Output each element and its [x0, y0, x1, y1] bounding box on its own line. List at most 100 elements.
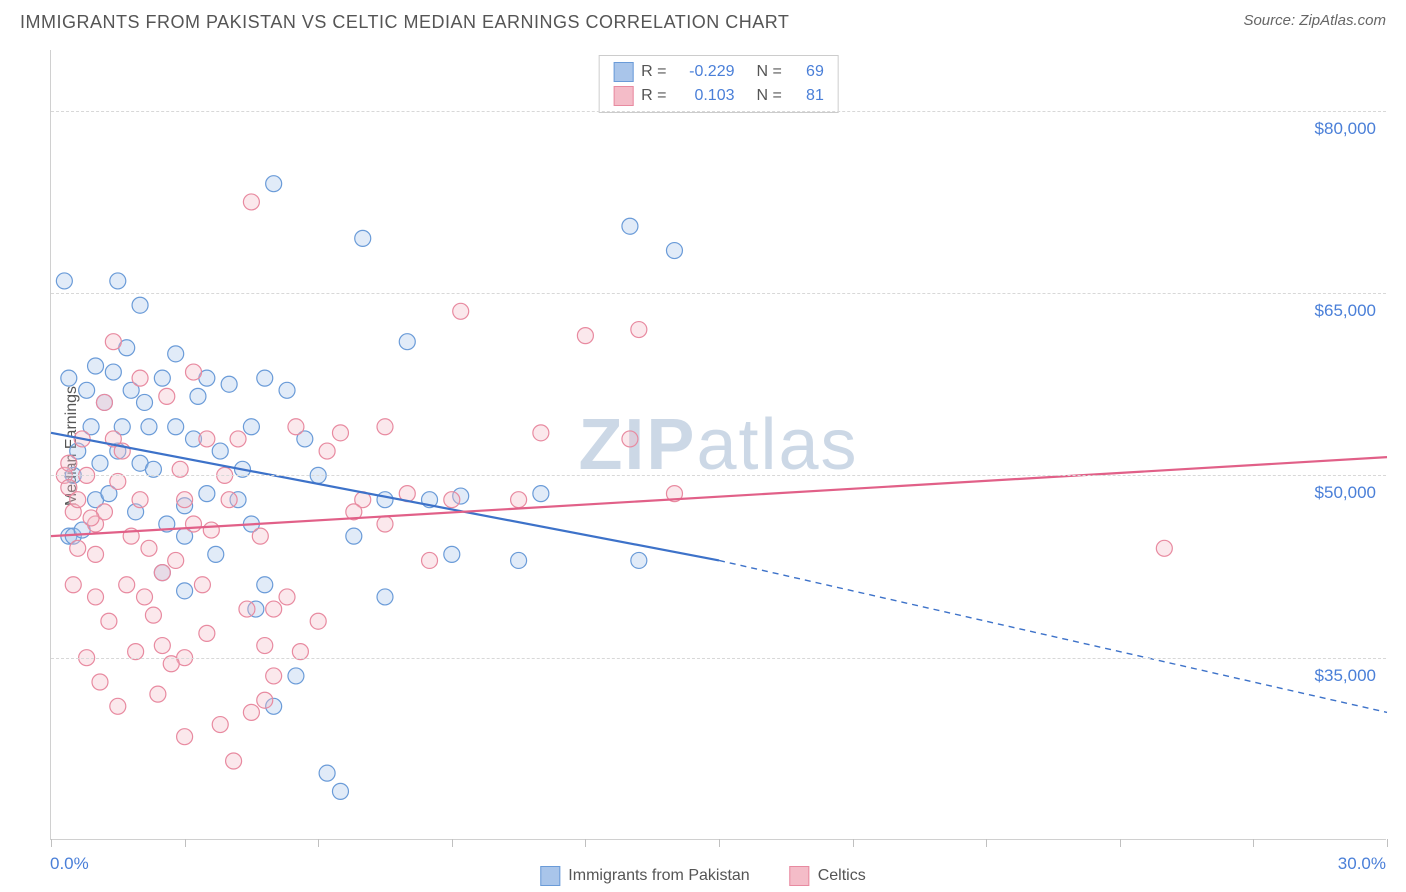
scatter-point [186, 364, 202, 380]
scatter-point [145, 607, 161, 623]
x-tick [719, 839, 720, 847]
scatter-point [92, 455, 108, 471]
gridline-h [51, 293, 1386, 294]
scatter-point [92, 674, 108, 690]
legend-r-label: R = [641, 63, 666, 81]
scatter-point [190, 388, 206, 404]
x-tick [1253, 839, 1254, 847]
scatter-point [377, 419, 393, 435]
scatter-point [61, 370, 77, 386]
legend-series-label: Celtics [818, 867, 866, 885]
scatter-point [230, 431, 246, 447]
legend-series-item: Immigrants from Pakistan [540, 866, 749, 886]
scatter-point [444, 546, 460, 562]
x-tick [452, 839, 453, 847]
legend-swatch [613, 86, 633, 106]
gridline-h [51, 475, 1386, 476]
scatter-point [1156, 540, 1172, 556]
scatter-point [96, 394, 112, 410]
legend-series-label: Immigrants from Pakistan [568, 867, 749, 885]
x-tick [585, 839, 586, 847]
legend-n-label: N = [757, 87, 782, 105]
scatter-point [70, 540, 86, 556]
scatter-point [132, 297, 148, 313]
scatter-point [533, 486, 549, 502]
scatter-point [56, 273, 72, 289]
scatter-point [355, 230, 371, 246]
legend-r-value: -0.229 [675, 63, 735, 81]
scatter-point [150, 686, 166, 702]
chart-source: Source: ZipAtlas.com [1243, 12, 1386, 29]
y-tick-label: $80,000 [1315, 119, 1376, 139]
scatter-point [137, 589, 153, 605]
scatter-point [444, 492, 460, 508]
x-tick [1120, 839, 1121, 847]
chart-title: IMMIGRANTS FROM PAKISTAN VS CELTIC MEDIA… [20, 12, 789, 33]
scatter-point [132, 370, 148, 386]
legend-n-value: 69 [790, 63, 824, 81]
scatter-point [177, 583, 193, 599]
scatter-point [88, 546, 104, 562]
scatter-point [177, 729, 193, 745]
scatter-point [243, 419, 259, 435]
scatter-point [243, 704, 259, 720]
y-tick-label: $35,000 [1315, 666, 1376, 686]
scatter-point [243, 194, 259, 210]
scatter-point [266, 176, 282, 192]
scatter-point [105, 334, 121, 350]
scatter-point [221, 492, 237, 508]
legend-row: R = -0.229 N = 69 [613, 60, 824, 84]
scatter-point [631, 552, 647, 568]
scatter-point [257, 577, 273, 593]
legend-n-label: N = [757, 63, 782, 81]
scatter-point [194, 577, 210, 593]
scatter-point [533, 425, 549, 441]
scatter-point [101, 613, 117, 629]
scatter-point [61, 455, 77, 471]
scatter-point [154, 370, 170, 386]
scatter-point [257, 692, 273, 708]
scatter-point [208, 546, 224, 562]
scatter-point [177, 492, 193, 508]
x-tick [1387, 839, 1388, 847]
scatter-point [83, 510, 99, 526]
trend-line-dashed [719, 560, 1387, 712]
scatter-point [168, 346, 184, 362]
scatter-point [319, 443, 335, 459]
scatter-point [332, 783, 348, 799]
scatter-point [332, 425, 348, 441]
x-tick [986, 839, 987, 847]
scatter-point [79, 382, 95, 398]
scatter-point [105, 364, 121, 380]
scatter-point [266, 668, 282, 684]
scatter-point [199, 625, 215, 641]
chart-header: IMMIGRANTS FROM PAKISTAN VS CELTIC MEDIA… [0, 0, 1406, 41]
y-tick-label: $65,000 [1315, 301, 1376, 321]
x-axis-end: 30.0% [1338, 854, 1386, 874]
legend-series: Immigrants from Pakistan Celtics [540, 866, 865, 886]
x-tick [853, 839, 854, 847]
scatter-point [631, 322, 647, 338]
scatter-point [226, 753, 242, 769]
x-axis-start: 0.0% [50, 854, 89, 874]
scatter-point [377, 589, 393, 605]
scatter-point [319, 765, 335, 781]
scatter-point [65, 577, 81, 593]
scatter-point [422, 552, 438, 568]
scatter-point [622, 431, 638, 447]
scatter-point [377, 492, 393, 508]
scatter-point [141, 419, 157, 435]
scatter-point [577, 328, 593, 344]
scatter-point [666, 243, 682, 259]
legend-series-item: Celtics [790, 866, 866, 886]
scatter-point [257, 638, 273, 654]
scatter-point [88, 358, 104, 374]
scatter-point [119, 577, 135, 593]
scatter-point [257, 370, 273, 386]
scatter-point [203, 522, 219, 538]
scatter-point [159, 388, 175, 404]
scatter-point [154, 638, 170, 654]
legend-correlation: R =-0.229N =69R =0.103N =81 [598, 55, 839, 113]
scatter-point [279, 589, 295, 605]
legend-r-value: 0.103 [675, 87, 735, 105]
